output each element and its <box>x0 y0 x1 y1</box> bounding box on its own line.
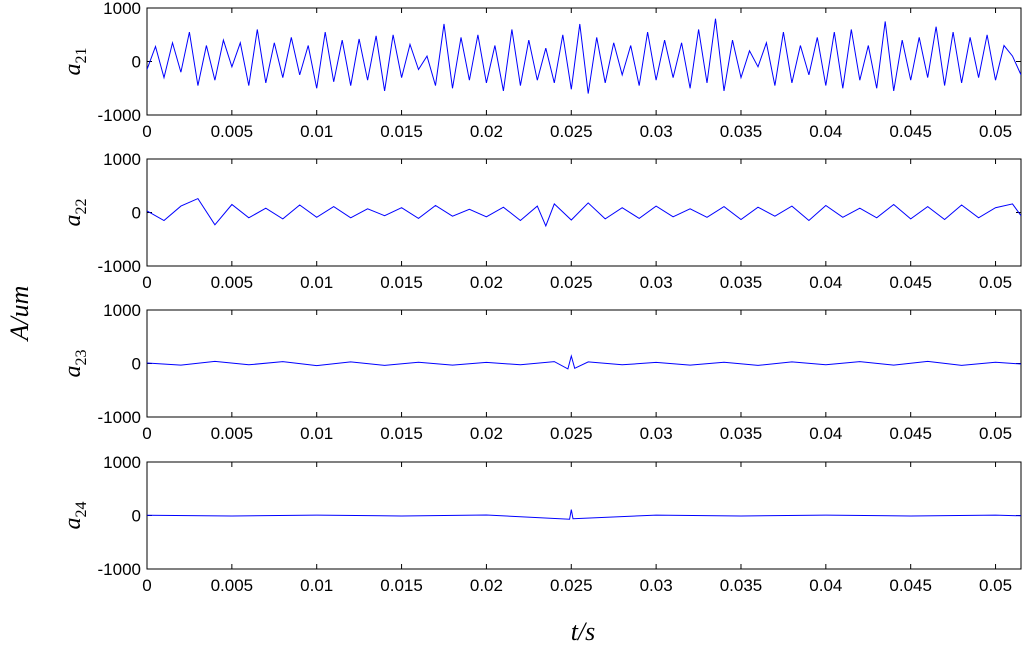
series-line <box>147 509 1021 520</box>
panel-ylabel-sub: 22 <box>73 199 90 215</box>
x-tick-label: 0.015 <box>380 576 423 595</box>
y-tick-label: 1000 <box>103 301 141 320</box>
panel-ylabel-sub: 21 <box>73 48 90 64</box>
x-tick-label: 0.05 <box>979 273 1012 292</box>
y-tick-label: 0 <box>132 204 141 223</box>
y-tick-label: 0 <box>132 507 141 526</box>
y-tick-label: -1000 <box>98 106 141 125</box>
x-tick-label: 0 <box>142 576 151 595</box>
x-tick-label: 0.015 <box>380 273 423 292</box>
x-tick-label: 0.05 <box>979 122 1012 141</box>
x-tick-label: 0.04 <box>809 424 842 443</box>
panel-ylabel-main: a <box>60 64 86 76</box>
x-tick-label: 0.03 <box>640 576 673 595</box>
x-tick-label: 0 <box>142 424 151 443</box>
x-tick-label: 0.015 <box>380 122 423 141</box>
panel-ylabel: a21 <box>60 48 90 76</box>
y-tick-label: 0 <box>132 53 141 72</box>
series-line <box>147 18 1021 94</box>
x-tick-label: 0.035 <box>720 424 763 443</box>
y-tick-label: 1000 <box>103 150 141 169</box>
y-tick-label: -1000 <box>98 257 141 276</box>
panel-ylabel: a24 <box>60 502 90 530</box>
panel-ylabel: a22 <box>60 199 90 227</box>
x-axis-label: t/s <box>571 617 596 646</box>
x-tick-label: 0.05 <box>979 576 1012 595</box>
y-tick-label: 1000 <box>103 0 141 18</box>
x-tick-label: 0.01 <box>300 424 333 443</box>
x-tick-label: 0.02 <box>470 424 503 443</box>
x-tick-label: 0.04 <box>809 122 842 141</box>
x-tick-label: 0.025 <box>550 122 593 141</box>
x-tick-label: 0.01 <box>300 273 333 292</box>
x-tick-label: 0 <box>142 273 151 292</box>
x-tick-label: 0 <box>142 122 151 141</box>
y-tick-label: -1000 <box>98 408 141 427</box>
x-tick-label: 0.02 <box>470 576 503 595</box>
x-tick-label: 0.035 <box>720 576 763 595</box>
x-tick-label: 0.025 <box>550 273 593 292</box>
x-tick-label: 0.005 <box>211 122 254 141</box>
y-tick-label: 0 <box>132 355 141 374</box>
x-tick-label: 0.04 <box>809 273 842 292</box>
x-tick-label: 0.02 <box>470 273 503 292</box>
panel-ylabel-main: a <box>60 366 86 378</box>
x-tick-label: 0.01 <box>300 122 333 141</box>
x-tick-label: 0.03 <box>640 273 673 292</box>
panel-ylabel-sub: 23 <box>73 350 90 366</box>
y-tick-label: -1000 <box>98 560 141 579</box>
x-tick-label: 0.035 <box>720 273 763 292</box>
x-tick-label: 0.025 <box>550 424 593 443</box>
x-tick-label: 0.005 <box>211 576 254 595</box>
x-tick-label: 0.04 <box>809 576 842 595</box>
x-tick-label: 0.035 <box>720 122 763 141</box>
x-tick-label: 0.01 <box>300 576 333 595</box>
y-axis-label: A/um <box>5 286 34 343</box>
x-tick-label: 0.005 <box>211 424 254 443</box>
x-tick-label: 0.025 <box>550 576 593 595</box>
panel-ylabel: a23 <box>60 350 90 378</box>
x-tick-label: 0.015 <box>380 424 423 443</box>
series-line <box>147 197 1021 228</box>
x-tick-label: 0.03 <box>640 122 673 141</box>
x-tick-label: 0.02 <box>470 122 503 141</box>
x-tick-label: 0.045 <box>889 424 932 443</box>
series-line <box>147 354 1021 370</box>
x-tick-label: 0.045 <box>889 122 932 141</box>
panel-ylabel-sub: 24 <box>73 502 90 518</box>
x-tick-label: 0.05 <box>979 424 1012 443</box>
x-tick-label: 0.045 <box>889 273 932 292</box>
y-tick-label: 1000 <box>103 453 141 472</box>
axes-box <box>146 158 1022 267</box>
panel-ylabel-main: a <box>60 215 86 227</box>
x-tick-label: 0.045 <box>889 576 932 595</box>
x-tick-label: 0.005 <box>211 273 254 292</box>
panel-ylabel-main: a <box>60 518 86 530</box>
x-tick-label: 0.03 <box>640 424 673 443</box>
